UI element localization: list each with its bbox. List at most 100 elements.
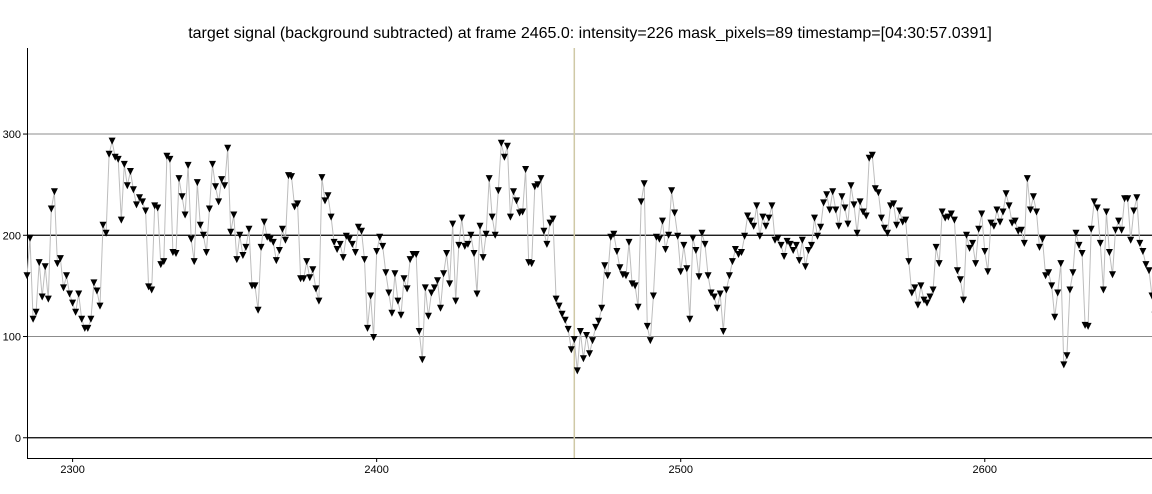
signal-point (47, 205, 55, 213)
signal-point (434, 277, 441, 285)
signal-point (309, 266, 317, 274)
signal-point (485, 175, 493, 183)
signal-point (865, 154, 873, 162)
signal-point (1023, 175, 1031, 183)
signal-point (938, 208, 946, 216)
signal-point (513, 197, 520, 205)
signal-point (75, 290, 83, 298)
signal-point (823, 191, 831, 199)
signal-point (811, 214, 818, 222)
signal-point (905, 258, 913, 266)
signal-point (868, 151, 876, 159)
signal-point (354, 223, 362, 231)
signal-point (1029, 193, 1037, 201)
signal-point (908, 289, 916, 297)
signal-point (260, 218, 268, 226)
signal-point (674, 232, 682, 240)
axes (23, 48, 1152, 462)
signal-point (41, 263, 49, 271)
signal-point (795, 257, 803, 265)
signal-point (391, 270, 399, 278)
signal-point (750, 222, 758, 230)
signal-point (227, 228, 235, 236)
signal-point (929, 286, 937, 294)
signal-point (801, 263, 809, 271)
signal-point (379, 242, 387, 250)
signal-point (519, 208, 527, 216)
signal-point (1042, 272, 1050, 280)
signal-point (1026, 206, 1034, 214)
signal-point (32, 308, 40, 316)
signal-point (1048, 282, 1056, 290)
signal-point (871, 185, 879, 193)
signal-point (382, 269, 390, 277)
signal-point (345, 235, 353, 243)
signal-point (1142, 261, 1150, 269)
signal-point (914, 301, 922, 309)
signal-point (491, 231, 499, 239)
signal-point (601, 262, 609, 270)
signal-point (111, 153, 119, 161)
signal-point (56, 255, 64, 263)
signal-point (537, 175, 545, 183)
signal-point (424, 312, 432, 320)
signal-point (753, 202, 761, 210)
signal-point (765, 214, 773, 222)
signal-point (440, 270, 448, 278)
signal-point (558, 310, 566, 318)
signal-point (452, 297, 460, 305)
signal-point (625, 238, 633, 246)
signal-point (631, 282, 639, 290)
signal-point (488, 213, 496, 221)
signal-point (348, 240, 356, 248)
signal-point (1036, 243, 1043, 251)
signal-point (136, 194, 143, 202)
signal-point (695, 273, 703, 281)
signal-point (443, 250, 451, 257)
signal-point (373, 248, 381, 255)
signal-point (254, 306, 262, 314)
signal-point (762, 222, 770, 230)
signal-point (808, 241, 815, 249)
signal-point (1109, 271, 1116, 279)
y-tick-labels: 0 100 200 300 (3, 129, 21, 445)
signal-point (589, 337, 596, 345)
signal-point (1033, 208, 1040, 216)
signal-point (467, 231, 475, 239)
signal-point (26, 234, 34, 242)
signal-point (966, 244, 974, 252)
signal-point (324, 192, 332, 200)
signal-point (789, 247, 797, 254)
signal-point (838, 193, 846, 201)
signal-point (829, 188, 837, 196)
signal-point (473, 290, 481, 298)
signal-point (105, 150, 113, 158)
signal-point (671, 209, 679, 217)
signal-point (722, 286, 730, 294)
signal-point (291, 203, 299, 211)
signal-point (1075, 241, 1083, 249)
signal-point (184, 161, 192, 169)
signal-point (196, 221, 204, 229)
signal-point (990, 222, 998, 230)
signal-point (1063, 352, 1071, 360)
signal-point (552, 295, 560, 303)
signal-point (427, 289, 435, 297)
signal-point (181, 211, 189, 219)
signal-point (1084, 322, 1092, 330)
signal-point (567, 346, 575, 354)
signal-point (607, 233, 615, 241)
signal-point (361, 256, 368, 264)
signal-point (1136, 239, 1144, 247)
signal-point (358, 227, 365, 235)
signal-point (1060, 361, 1068, 369)
signal-point (1102, 208, 1110, 216)
signal-point (652, 233, 660, 241)
signal-point (367, 292, 375, 300)
signal-point (87, 315, 95, 323)
signal-point (510, 188, 517, 196)
signal-point (665, 231, 673, 239)
signal-point (364, 324, 371, 332)
signal-point (35, 259, 43, 267)
